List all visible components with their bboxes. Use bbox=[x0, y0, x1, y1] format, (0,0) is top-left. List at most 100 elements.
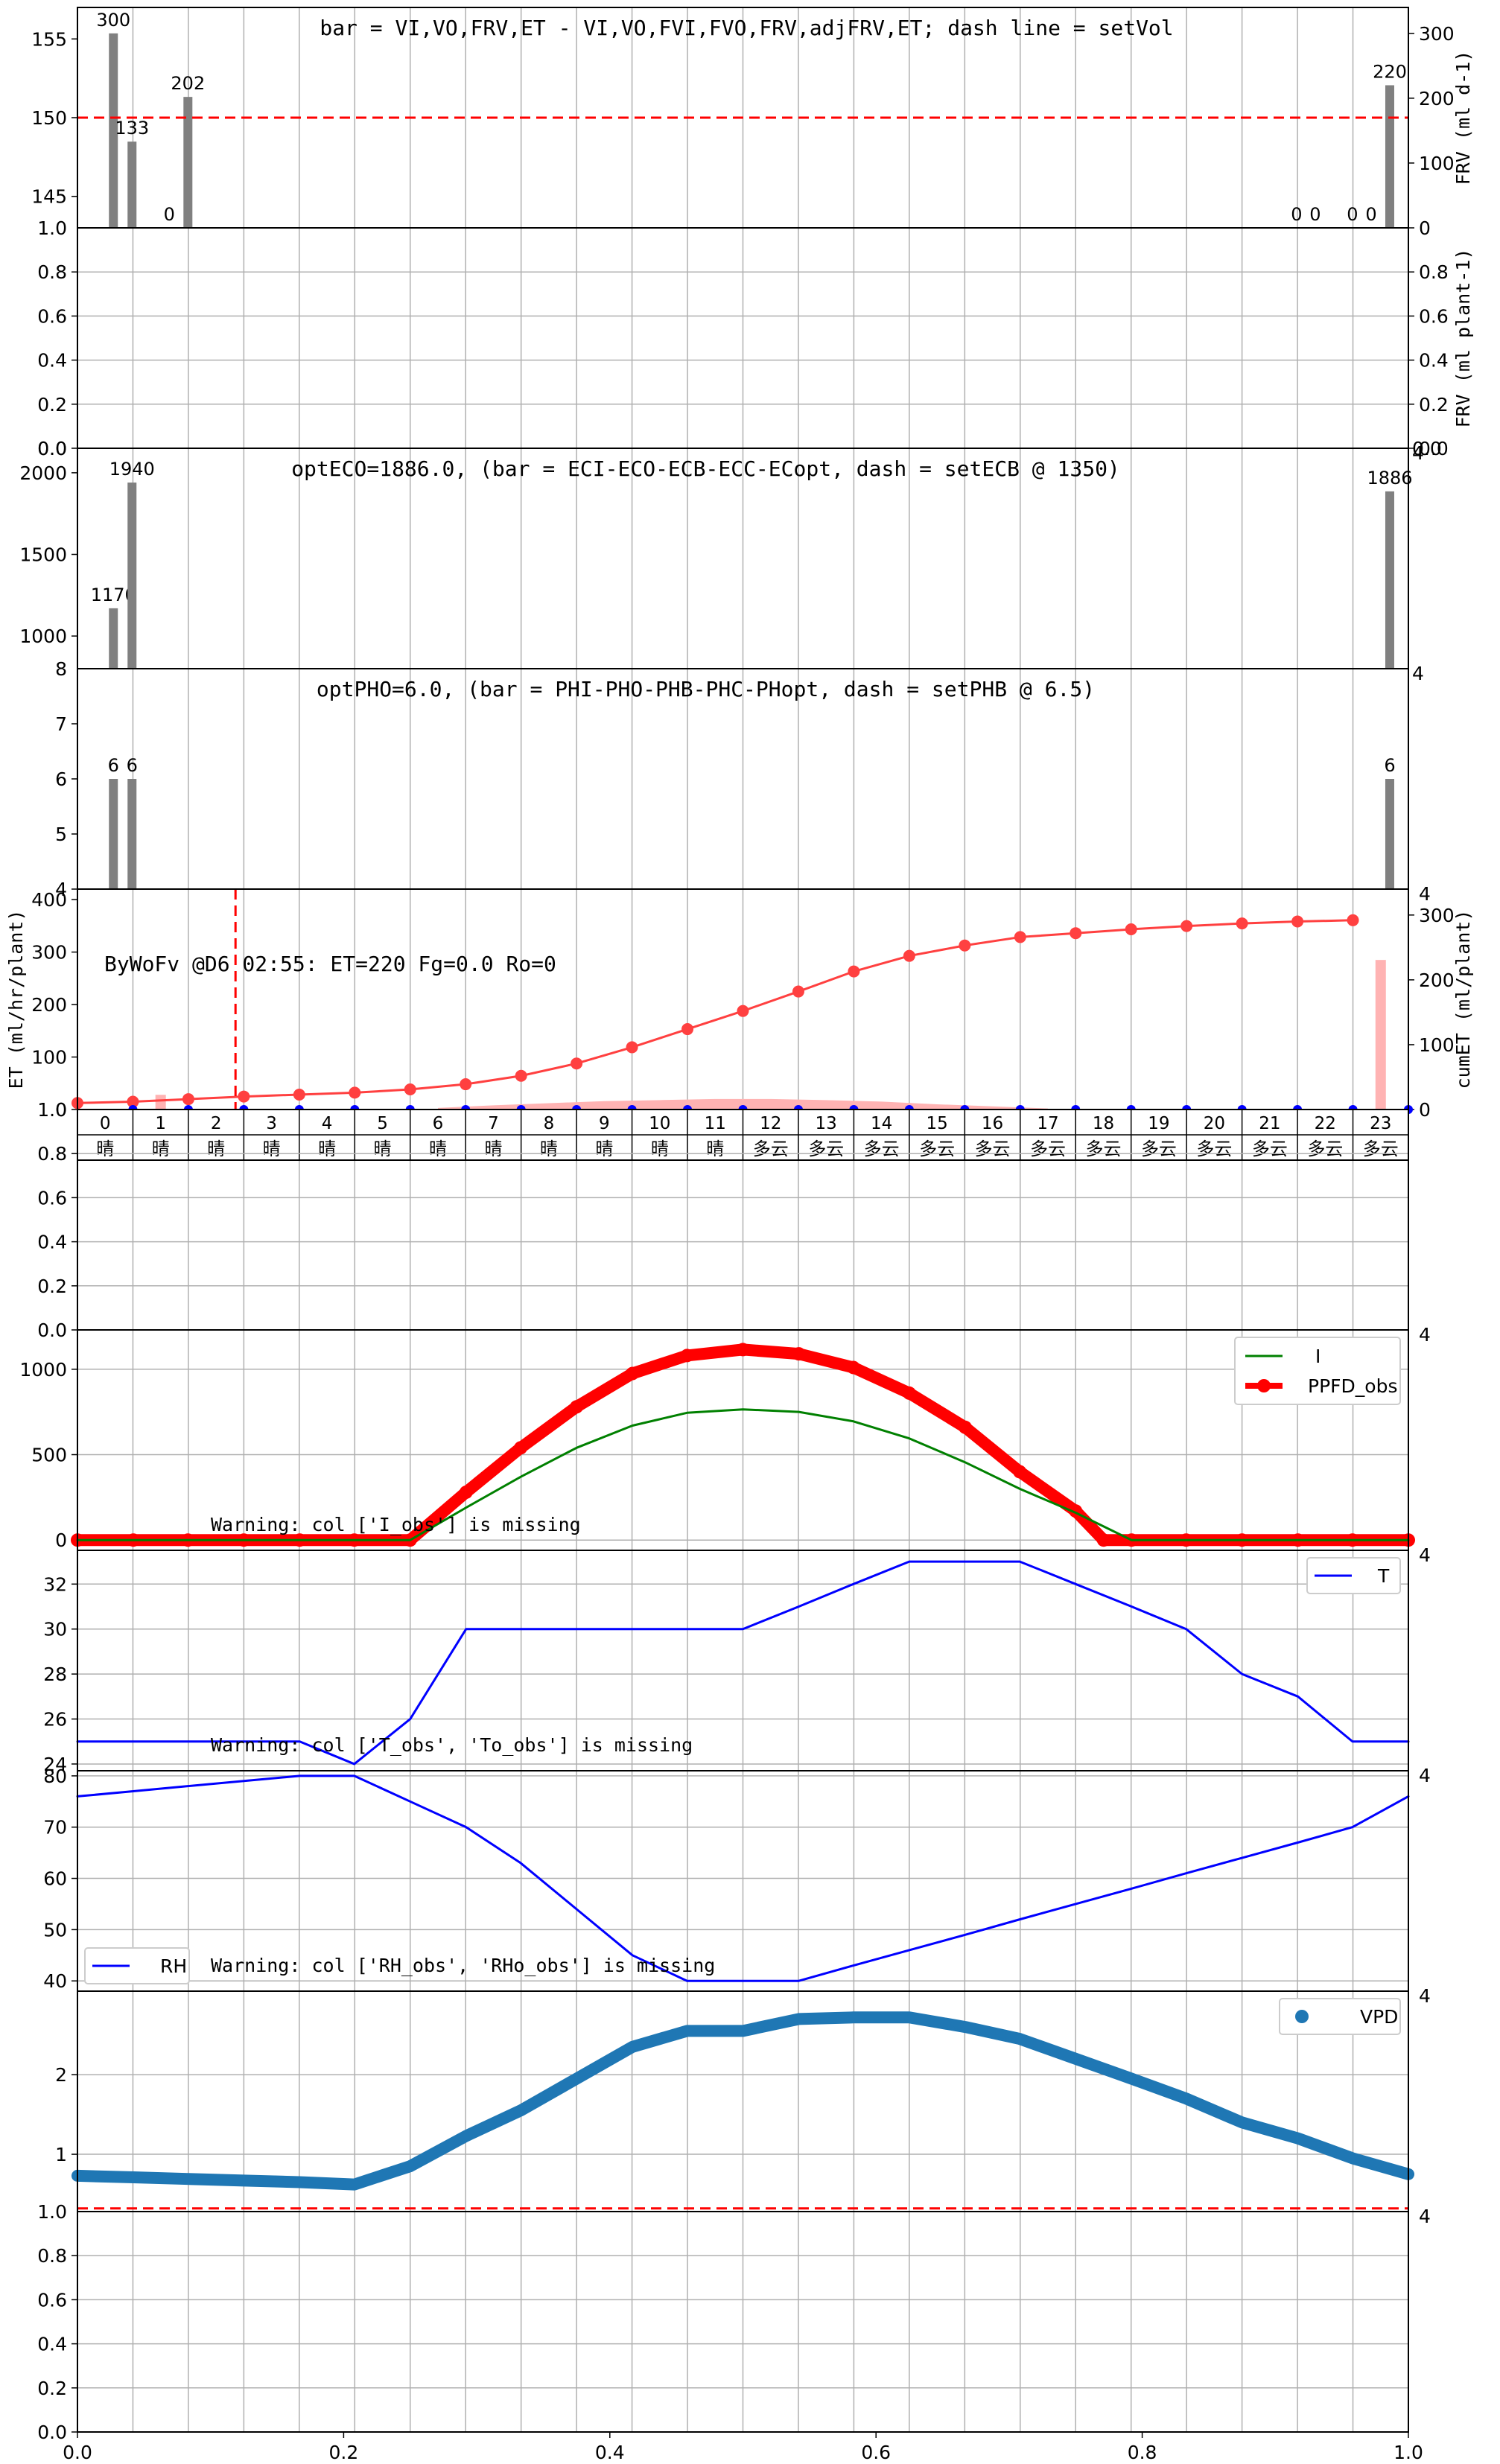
p4-bar-label: 6 bbox=[127, 755, 138, 776]
p1-ytick-label: 145 bbox=[31, 186, 67, 208]
p9-legend: RH bbox=[84, 1947, 190, 1984]
p2-ytick-right-label: 0.2 bbox=[1419, 394, 1449, 416]
p5-hour-cell: 9 bbox=[599, 1114, 610, 1133]
p4-bar-label: 6 bbox=[108, 755, 119, 776]
p4-bar bbox=[109, 779, 118, 889]
p7-legend: I PPFD_obs bbox=[1234, 1337, 1401, 1405]
p5-weather-cell: 多云 bbox=[1030, 1139, 1066, 1159]
p2-ytick-label: 0.4 bbox=[37, 350, 67, 372]
p3-title: optECO=1886.0, (bar = ECI-ECO-ECB-ECC-EC… bbox=[291, 456, 1120, 481]
p7-ppfd-marker bbox=[958, 1420, 972, 1434]
p9-ytick-label: 60 bbox=[43, 1868, 67, 1890]
p5-hour-cell: 12 bbox=[760, 1114, 781, 1133]
p5-ytick-label: 0 bbox=[55, 1099, 67, 1121]
p5-weather-cell: 晴 bbox=[429, 1139, 447, 1159]
p11-grid bbox=[132, 2212, 1354, 2432]
p5-weather-cell: 多云 bbox=[1307, 1139, 1343, 1159]
p5-hour-cell: 16 bbox=[982, 1114, 1003, 1133]
p11-corner-label-right: 4 bbox=[1419, 2206, 1431, 2227]
p5-cumet-marker bbox=[959, 939, 971, 952]
p5-et-area bbox=[437, 1098, 1049, 1110]
p7-i-line bbox=[76, 1408, 1410, 1541]
p11-frame bbox=[77, 2211, 1409, 2433]
p4-ytick-label: 7 bbox=[55, 713, 67, 735]
p5-corner-label-right: 4 bbox=[1419, 883, 1431, 905]
p3-grid bbox=[132, 448, 1354, 669]
p2-ylabel-right: FRV (ml plant-1) bbox=[1452, 249, 1474, 428]
p5-weather-table: 0 晴 1 晴 2 晴 3 晴 4 晴 5 晴 6 晴 7 晴 8 晴 9 晴 10 晴 11 晴 12 多云 13 多云 14 多云 15… bbox=[77, 1109, 1409, 1161]
p5-hour-cell: 13 bbox=[816, 1114, 837, 1133]
p5-weather-cell: 晴 bbox=[263, 1139, 281, 1159]
p10-ytick-label: 1 bbox=[55, 2144, 67, 2165]
p5-cumet-marker bbox=[293, 1088, 305, 1101]
p5-cumet-marker bbox=[1125, 923, 1137, 935]
p5-hour-cell: 15 bbox=[926, 1114, 947, 1133]
p7-legend-label-i: I bbox=[1315, 1346, 1321, 1367]
p5-weather-cell: 晴 bbox=[484, 1139, 502, 1159]
p10-legend-box bbox=[1279, 1998, 1401, 2035]
p5-annotation: ByWoFv @D6 02:55: ET=220 Fg=0.0 Ro=0 bbox=[104, 952, 556, 976]
p3-ytick-label: 1500 bbox=[19, 544, 67, 566]
p8-warning: Warning: col ['T_obs', 'To_obs'] is miss… bbox=[211, 1734, 693, 1756]
p8-ytick-label: 26 bbox=[43, 1709, 67, 1731]
p1-bar bbox=[109, 33, 118, 229]
p7-warning: Warning: col ['I_obs'] is missing bbox=[211, 1514, 581, 1535]
p5-weather-cell: 多云 bbox=[1196, 1139, 1232, 1159]
p5-cumet-marker bbox=[460, 1078, 472, 1091]
p9-ytick-label: 40 bbox=[43, 1970, 67, 1992]
p5-cumet-marker bbox=[1014, 931, 1026, 943]
p2-ytick-label: 0.6 bbox=[37, 305, 67, 327]
p3-bar bbox=[127, 483, 137, 669]
p5-hour-cell: 11 bbox=[705, 1114, 726, 1133]
p1-ytick-label: 155 bbox=[31, 28, 67, 50]
p11-ytick-label: 0.0 bbox=[37, 2422, 67, 2443]
p1-ytick-label: 150 bbox=[31, 107, 67, 129]
p9-warning: Warning: col ['RH_obs', 'RHo_obs'] is mi… bbox=[211, 1955, 715, 1976]
p7-ppfd-marker bbox=[626, 1366, 640, 1381]
p3-bar bbox=[109, 608, 118, 669]
p11-xtick-label: 0.6 bbox=[861, 2442, 891, 2463]
p2-corner-label-right: 0.0 bbox=[1412, 438, 1442, 459]
p5-cumet-marker bbox=[349, 1086, 361, 1099]
p9-rh-line bbox=[76, 1774, 1410, 1982]
p5-weather-cell: 晴 bbox=[207, 1139, 225, 1159]
p8-legend: T bbox=[1306, 1557, 1401, 1594]
p3-bar-label: 1886 bbox=[1367, 468, 1412, 488]
p5-weather-cell: 多云 bbox=[919, 1139, 955, 1159]
p5-weather-cell: 多云 bbox=[975, 1139, 1011, 1159]
p10-legend: VPD bbox=[1279, 1998, 1401, 2035]
p10-corner-label-right: 4 bbox=[1419, 1985, 1431, 2007]
p1-ytick-right-label: 100 bbox=[1419, 153, 1455, 174]
p5-cumet-line bbox=[76, 919, 1355, 1104]
p11-xtick-label: 0.8 bbox=[1128, 2442, 1157, 2463]
p7-corner-label-right: 4 bbox=[1419, 1324, 1431, 1346]
p2-ytick-right-label: 0.8 bbox=[1419, 261, 1449, 283]
p5-corner-label: 1.0 bbox=[37, 1099, 67, 1121]
p6-ytick-label: 0.6 bbox=[37, 1187, 67, 1209]
p5-weather-cell: 晴 bbox=[318, 1139, 336, 1159]
p6-ytick-label: 0.4 bbox=[37, 1232, 67, 1253]
p3-corner-label-right: 4 bbox=[1412, 442, 1424, 464]
p7-ppfd-marker bbox=[459, 1485, 473, 1499]
p5-hour-cell: 20 bbox=[1204, 1114, 1225, 1133]
p5-weather-cell: 多云 bbox=[808, 1139, 844, 1159]
p5-weather-cell: 晴 bbox=[374, 1139, 392, 1159]
p5-cumet-marker bbox=[182, 1093, 194, 1106]
p2-ytick-right-label: 0.6 bbox=[1419, 305, 1449, 327]
p2-grid bbox=[132, 228, 1354, 448]
p1-ytick-right-label: 300 bbox=[1419, 23, 1455, 45]
p2-ytick-label: 0.0 bbox=[37, 438, 67, 459]
p5-hour-cell: 0 bbox=[100, 1114, 111, 1133]
p8-ytick-label: 32 bbox=[43, 1573, 67, 1595]
p1-bar-label: 133 bbox=[115, 118, 149, 139]
p5-hour-cell: 5 bbox=[377, 1114, 388, 1133]
p5-hour-cell: 6 bbox=[433, 1114, 444, 1133]
p3-bar-label: 1940 bbox=[109, 459, 155, 480]
p5-weather-cell: 晴 bbox=[152, 1139, 170, 1159]
p10-ytick-label: 2 bbox=[55, 2064, 67, 2086]
p5-ytick-right-label: 0 bbox=[1419, 1099, 1431, 1121]
p5-hour-cell: 18 bbox=[1093, 1114, 1114, 1133]
p8-ytick-label: 30 bbox=[43, 1619, 67, 1640]
p5-et-bar bbox=[1375, 960, 1386, 1110]
